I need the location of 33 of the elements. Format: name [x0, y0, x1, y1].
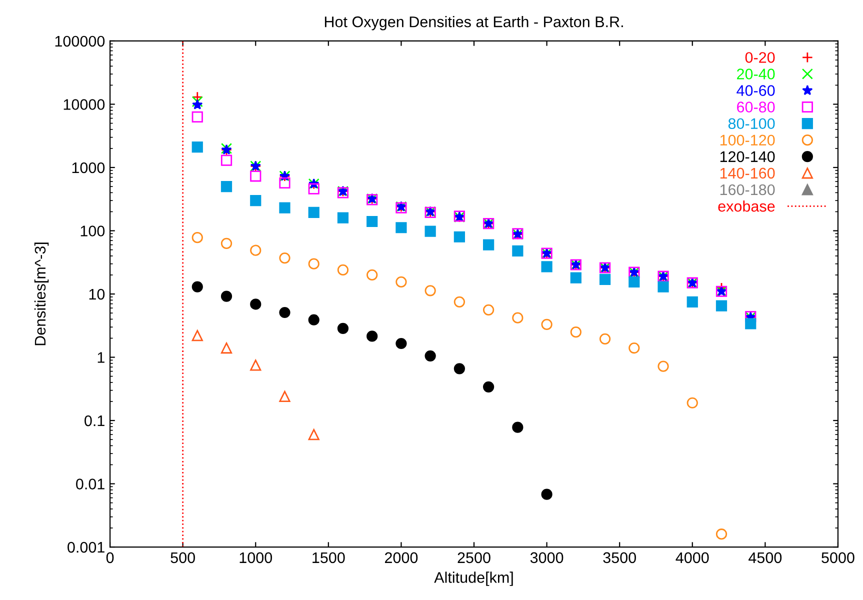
y-tick-label: 0.001: [68, 542, 104, 553]
y-tick-label: 1000: [72, 162, 105, 174]
x-tick-label: 2500: [458, 552, 490, 564]
legend-label: 160-180: [720, 184, 775, 196]
legend-label: 100-120: [720, 134, 775, 146]
y-tick-label: 1: [98, 352, 104, 363]
chart-title: Hot Oxygen Densities at Earth - Paxton B.R.: [324, 16, 623, 30]
x-axis-title: Altitude[km]: [434, 572, 513, 586]
legend-label: 40-60: [736, 85, 775, 96]
y-tick-label: 10: [89, 288, 105, 300]
legend-label: 80-100: [728, 118, 775, 130]
x-tick-label: 3500: [603, 552, 636, 564]
y-tick-label: 100000: [55, 36, 105, 47]
x-tick-label: 2000: [384, 552, 418, 564]
legend-label: 140-160: [720, 168, 775, 179]
y-axis-title: Densities[m^-3]: [34, 242, 49, 346]
y-tick-label: 0.1: [84, 415, 104, 426]
x-tick-label: 4000: [676, 552, 709, 564]
ref-line-label: exobase: [718, 200, 775, 212]
y-tick-label: 10000: [64, 99, 105, 110]
legend-label: 60-80: [737, 102, 775, 112]
legend-label: 0-20: [745, 52, 775, 63]
y-tick-label: 100: [80, 226, 105, 236]
legend-label: 20-40: [737, 68, 775, 80]
x-tick-label: 0: [106, 552, 114, 564]
x-tick-label: 4500: [748, 552, 782, 564]
y-tick-label: 0.01: [76, 478, 104, 490]
x-tick-label: 3000: [530, 552, 564, 564]
x-tick-label: 1000: [240, 552, 272, 564]
x-tick-label: 1500: [312, 552, 345, 564]
x-tick-label: 500: [170, 552, 195, 564]
x-tick-label: 5000: [822, 552, 854, 564]
legend-label: 120-140: [720, 151, 775, 162]
